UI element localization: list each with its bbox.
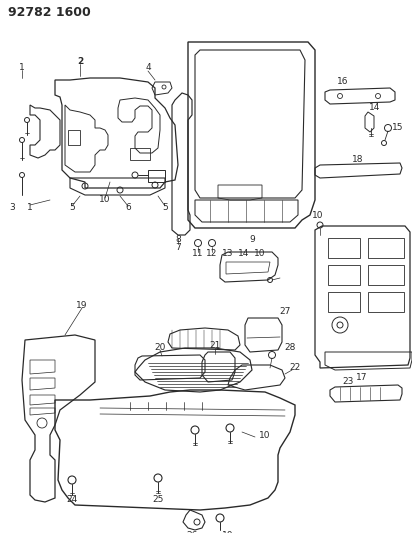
Text: 14: 14: [369, 103, 381, 112]
Text: 11: 11: [192, 248, 204, 257]
Text: 1: 1: [27, 204, 33, 213]
Text: 5: 5: [69, 204, 75, 213]
Text: 23: 23: [342, 377, 353, 386]
Text: 13: 13: [222, 248, 234, 257]
Text: 10: 10: [254, 248, 266, 257]
Text: 5: 5: [162, 204, 168, 213]
Text: 17: 17: [356, 374, 368, 383]
Text: 10: 10: [312, 211, 324, 220]
Text: 21: 21: [209, 341, 221, 350]
Text: 16: 16: [337, 77, 349, 86]
Text: 20: 20: [154, 343, 166, 352]
Text: 8: 8: [175, 236, 181, 245]
Text: 19: 19: [76, 301, 88, 310]
Text: 92782 1600: 92782 1600: [8, 5, 91, 19]
Text: 14: 14: [238, 248, 250, 257]
Text: 22: 22: [289, 364, 301, 373]
Text: 9: 9: [249, 236, 255, 245]
Text: 28: 28: [284, 343, 296, 352]
Text: 10: 10: [99, 196, 111, 205]
Text: 27: 27: [279, 308, 291, 317]
Text: 24: 24: [66, 496, 77, 505]
Text: 6: 6: [125, 204, 131, 213]
Text: 10: 10: [222, 530, 234, 533]
Text: 18: 18: [352, 156, 364, 165]
Text: 4: 4: [145, 63, 151, 72]
Text: 25: 25: [152, 496, 164, 505]
Text: 3: 3: [9, 204, 15, 213]
Text: 7: 7: [175, 244, 181, 253]
Text: 2: 2: [77, 58, 83, 67]
Text: 10: 10: [259, 431, 271, 440]
Text: 15: 15: [392, 124, 404, 133]
Text: 12: 12: [206, 248, 218, 257]
Text: 1: 1: [19, 63, 25, 72]
Text: 26: 26: [186, 530, 198, 533]
